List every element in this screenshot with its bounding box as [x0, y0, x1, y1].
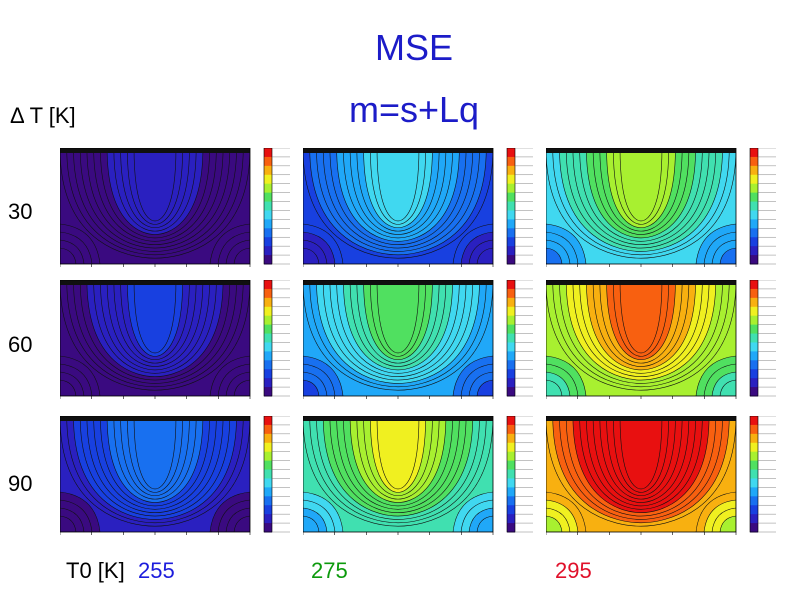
- column-label-275: 275: [311, 558, 348, 583]
- contour-panel-r1-c0: [60, 280, 310, 410]
- contour-panel-r0-c2: [546, 148, 796, 278]
- row-label-90: 90: [8, 471, 33, 496]
- contour-panel-r0-c0: [60, 148, 310, 278]
- contour-panel-r1-c1: [303, 280, 553, 410]
- contour-panel-r2-c0: [60, 416, 310, 546]
- contour-panel-r2-c2: [546, 416, 796, 546]
- row-label-60: 60: [8, 332, 33, 357]
- figure-title: MSE: [374, 27, 453, 68]
- column-label-295: 295: [555, 558, 592, 583]
- contour-panel-r1-c2: [546, 280, 796, 410]
- row-label-30: 30: [8, 199, 33, 224]
- column-label-255: 255: [138, 558, 175, 583]
- contour-panel-r0-c1: [303, 148, 553, 278]
- contour-panel-r2-c1: [303, 416, 553, 546]
- delta-t-axis-label: Δ T [K]: [10, 103, 76, 128]
- figure-subtitle: m=s+Lq: [348, 89, 480, 130]
- t0-axis-label: T0 [K]: [66, 558, 125, 583]
